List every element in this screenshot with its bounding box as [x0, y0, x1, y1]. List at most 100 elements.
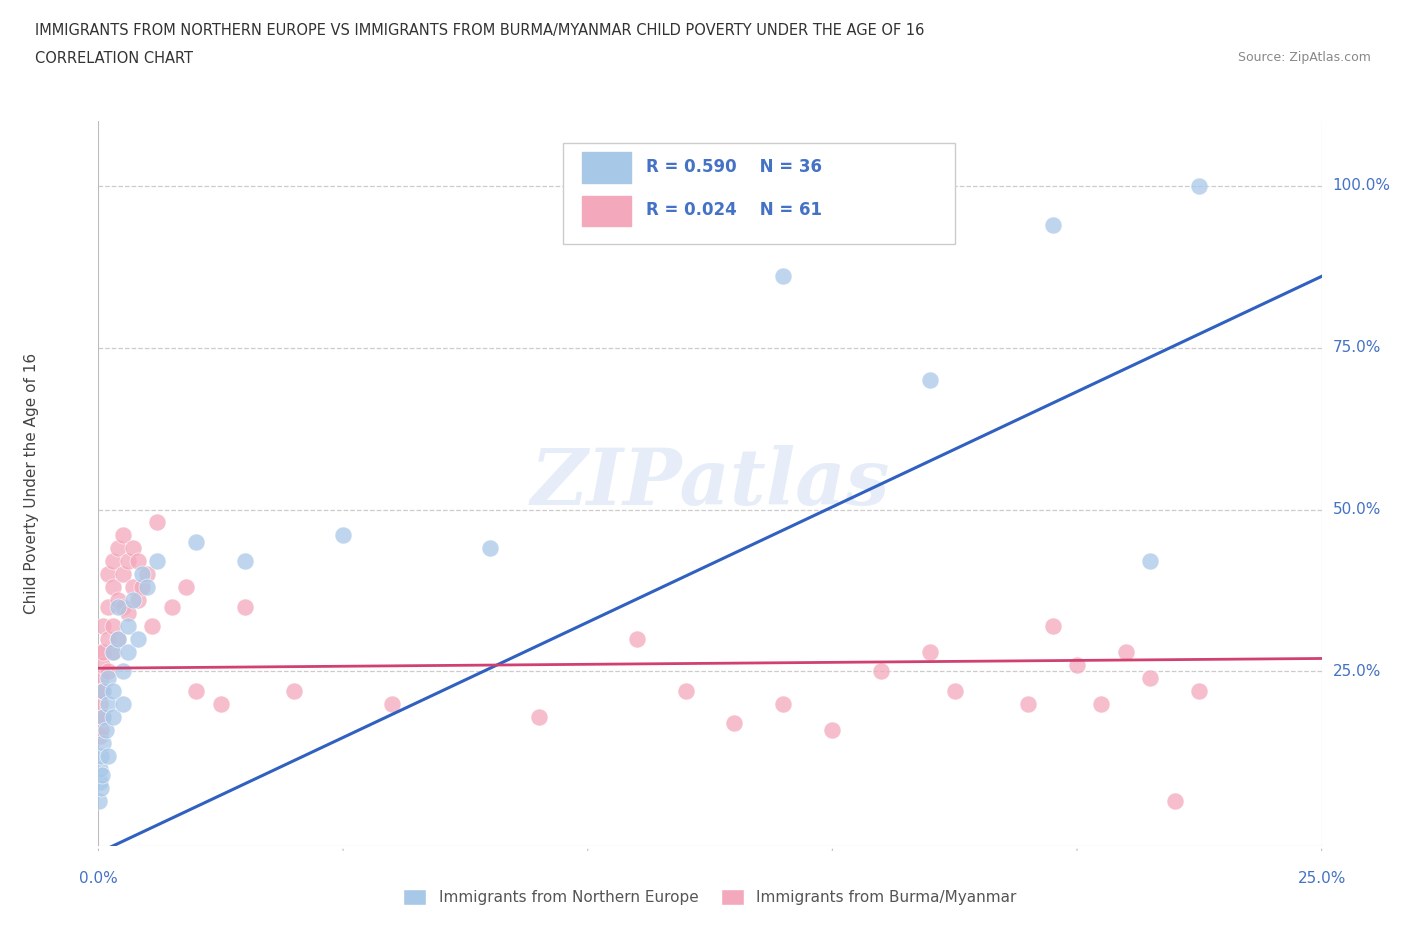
Text: R = 0.590    N = 36: R = 0.590 N = 36: [647, 157, 823, 176]
Point: [90, 780, 112, 795]
Point: [1042, 618, 1064, 633]
Point: [146, 554, 169, 569]
Point: [127, 631, 149, 646]
Point: [101, 579, 124, 594]
Point: [94, 723, 117, 737]
Point: [1188, 684, 1211, 698]
Text: 25.0%: 25.0%: [1298, 871, 1346, 886]
Point: [332, 528, 354, 543]
Point: [107, 631, 129, 646]
Point: [527, 710, 550, 724]
Point: [89, 729, 111, 744]
Point: [107, 592, 129, 607]
Point: [176, 579, 198, 594]
Point: [136, 579, 159, 594]
Point: [111, 599, 134, 614]
Point: [87, 710, 110, 724]
Point: [107, 599, 129, 614]
Point: [97, 567, 120, 582]
Point: [91, 684, 114, 698]
Point: [117, 618, 139, 633]
Point: [233, 554, 256, 569]
Text: CORRELATION CHART: CORRELATION CHART: [35, 51, 193, 66]
Point: [381, 697, 404, 711]
Text: 0.0%: 0.0%: [79, 871, 118, 886]
Text: 100.0%: 100.0%: [1333, 179, 1391, 193]
Point: [127, 554, 149, 569]
Point: [111, 697, 134, 711]
Point: [91, 644, 114, 659]
Point: [101, 618, 124, 633]
Point: [136, 567, 159, 582]
Point: [1139, 671, 1161, 685]
Point: [131, 567, 153, 582]
Point: [97, 748, 120, 763]
Point: [131, 579, 153, 594]
Point: [101, 554, 124, 569]
Point: [90, 658, 112, 672]
Point: [233, 599, 256, 614]
Point: [117, 554, 139, 569]
Point: [91, 710, 114, 724]
Point: [101, 644, 124, 659]
Text: R = 0.024    N = 61: R = 0.024 N = 61: [647, 201, 823, 219]
Point: [111, 528, 134, 543]
Point: [89, 697, 111, 711]
Point: [89, 774, 111, 789]
Point: [90, 748, 112, 763]
Point: [1090, 697, 1112, 711]
Point: [943, 684, 966, 698]
Point: [121, 541, 143, 556]
Point: [117, 605, 139, 620]
Point: [821, 723, 844, 737]
Point: [97, 671, 120, 685]
Point: [1115, 644, 1137, 659]
Point: [186, 535, 208, 550]
Legend: Immigrants from Northern Europe, Immigrants from Burma/Myanmar: Immigrants from Northern Europe, Immigra…: [398, 883, 1022, 911]
Point: [675, 684, 697, 698]
Text: Source: ZipAtlas.com: Source: ZipAtlas.com: [1237, 51, 1371, 64]
Point: [90, 644, 112, 659]
Point: [121, 579, 143, 594]
Text: 25.0%: 25.0%: [1333, 664, 1381, 679]
FancyBboxPatch shape: [582, 153, 630, 182]
Point: [91, 684, 114, 698]
Point: [870, 664, 893, 679]
Point: [97, 664, 120, 679]
Point: [160, 599, 183, 614]
FancyBboxPatch shape: [564, 142, 955, 245]
Point: [1042, 217, 1064, 232]
Point: [91, 618, 114, 633]
Point: [91, 736, 114, 751]
Point: [97, 599, 120, 614]
Point: [920, 373, 942, 388]
Text: IMMIGRANTS FROM NORTHERN EUROPE VS IMMIGRANTS FROM BURMA/MYANMAR CHILD POVERTY U: IMMIGRANTS FROM NORTHERN EUROPE VS IMMIG…: [35, 23, 925, 38]
Text: 50.0%: 50.0%: [1333, 502, 1381, 517]
Point: [283, 684, 305, 698]
Point: [89, 793, 111, 808]
Point: [920, 644, 942, 659]
Point: [626, 631, 648, 646]
Point: [723, 716, 745, 731]
Point: [89, 761, 111, 776]
Point: [1017, 697, 1039, 711]
Point: [1188, 179, 1211, 193]
Point: [127, 592, 149, 607]
Point: [97, 631, 120, 646]
Point: [89, 684, 111, 698]
Point: [209, 697, 232, 711]
Point: [91, 710, 114, 724]
Point: [772, 697, 794, 711]
Point: [90, 723, 112, 737]
Point: [107, 541, 129, 556]
Point: [101, 684, 124, 698]
Point: [141, 618, 163, 633]
Point: [91, 767, 114, 782]
Point: [117, 644, 139, 659]
Point: [91, 684, 114, 698]
Text: ZIPatlas: ZIPatlas: [530, 445, 890, 522]
Point: [1164, 793, 1187, 808]
Point: [186, 684, 208, 698]
Point: [107, 631, 129, 646]
Point: [1139, 554, 1161, 569]
